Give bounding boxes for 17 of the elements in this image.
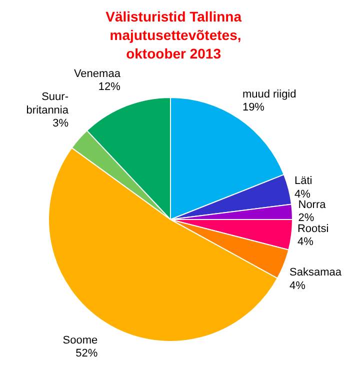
slice-label: Saksamaa — [290, 266, 342, 279]
slice-label: Venemaa — [74, 68, 122, 80]
chart-title: Välisturistid Tallinna majutusettevõtetes, oktoober 2013 — [106, 8, 242, 62]
data-label: 3% — [52, 118, 69, 130]
slice-label: Suur- britannia — [26, 91, 70, 116]
data-label: 12% — [98, 81, 121, 94]
slice-label: muud riigid — [242, 88, 296, 100]
data-label: 52% — [76, 348, 98, 360]
data-label: 4% — [294, 188, 311, 200]
data-label: 4% — [297, 236, 314, 248]
slice-label: Rootsi — [297, 222, 329, 235]
data-label: 2% — [298, 212, 314, 224]
slice-label: Läti — [294, 175, 312, 188]
data-label: 4% — [290, 280, 306, 292]
data-label: 19% — [242, 102, 265, 114]
slice-label: Norra — [298, 198, 327, 211]
slice-label: Soome — [62, 334, 98, 346]
